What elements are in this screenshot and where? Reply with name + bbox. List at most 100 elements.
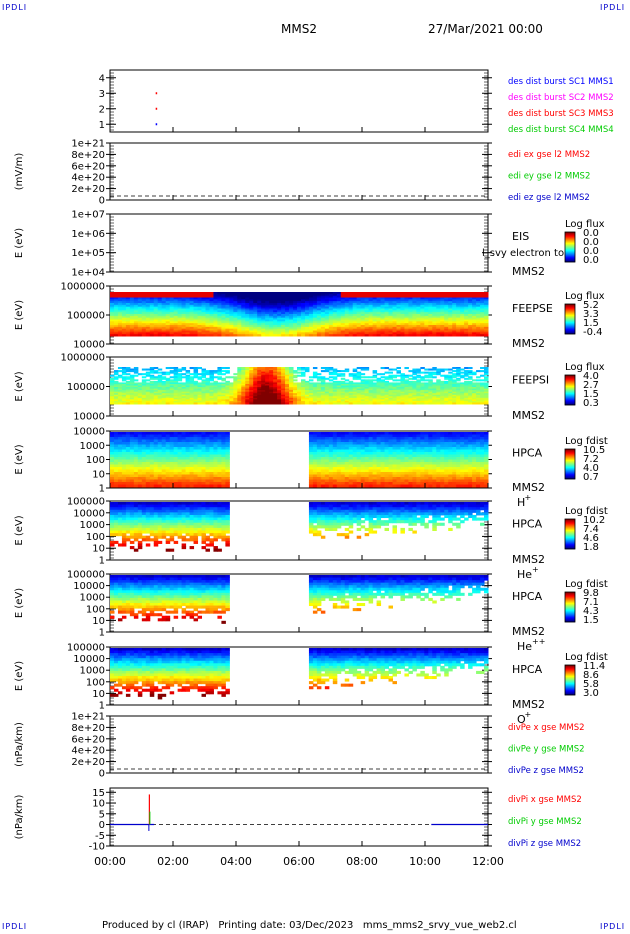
heat-cell	[129, 295, 135, 298]
heat-cell	[213, 299, 218, 302]
heat-cell	[121, 449, 127, 453]
heat-cell	[293, 314, 298, 317]
heat-cell	[269, 299, 274, 302]
heat-cell	[404, 314, 409, 317]
heat-cell	[233, 326, 238, 330]
heat-cell	[464, 393, 469, 396]
heat-cell	[404, 301, 409, 304]
heat-cell	[189, 332, 195, 335]
heat-cell	[316, 317, 322, 320]
heat-cell	[316, 328, 322, 331]
heat-cell	[336, 312, 342, 315]
heat-cell	[316, 323, 322, 326]
heat-cell	[336, 390, 342, 393]
heat-cell	[352, 299, 358, 302]
heat-cell	[117, 383, 123, 386]
heat-cell	[205, 297, 210, 300]
heat-cell	[181, 314, 187, 317]
heat-cell	[221, 325, 226, 328]
heat-cell	[388, 312, 394, 315]
heat-cell	[125, 332, 131, 335]
heat-cell	[356, 376, 362, 379]
heat-cell	[161, 303, 167, 306]
heat-cell	[233, 323, 238, 326]
heat-cell	[133, 374, 139, 377]
heat-cell	[364, 391, 370, 394]
heat-cell	[149, 397, 155, 400]
heat-cell	[213, 315, 218, 319]
heat-cell	[121, 482, 127, 485]
heat-cell	[221, 315, 226, 319]
colorbar-4	[564, 374, 576, 406]
heat-cell	[476, 330, 481, 333]
heat-cell	[472, 332, 477, 335]
heat-cell	[312, 399, 318, 402]
heat-cell	[324, 323, 330, 326]
heat-cell	[221, 328, 226, 331]
heat-cell	[193, 304, 199, 308]
heat-cell	[476, 303, 481, 306]
heat-cell	[344, 304, 350, 308]
heat-cell	[277, 383, 282, 386]
heat-cell	[125, 310, 131, 313]
heat-cell	[137, 439, 143, 443]
heat-cell	[440, 388, 445, 391]
heat-cell	[189, 301, 195, 304]
heat-cell	[153, 295, 159, 298]
heat-cell	[468, 380, 473, 383]
heat-cell	[456, 301, 461, 304]
heat-cell	[133, 397, 139, 400]
heat-cell	[125, 373, 131, 376]
heat-cell	[364, 383, 370, 386]
heat-cell	[332, 396, 338, 399]
heat-cell	[113, 397, 119, 400]
heat-cell	[205, 383, 210, 386]
heat-cell	[312, 323, 318, 326]
heat-cell	[265, 391, 270, 394]
heat-cell	[245, 368, 250, 371]
heat-cell	[476, 402, 481, 405]
heat-cell	[285, 399, 290, 402]
heat-cell	[312, 374, 318, 377]
heat-cell	[424, 390, 429, 393]
heat-cell	[277, 299, 282, 302]
heat-cell	[217, 306, 222, 309]
heat-cell	[269, 367, 274, 370]
heat-cell	[440, 385, 445, 388]
heat-cell	[368, 393, 374, 396]
heat-cell	[177, 399, 183, 402]
heat-cell	[173, 390, 179, 393]
heat-cell	[225, 332, 230, 335]
heat-cell	[213, 399, 218, 402]
heat-cell	[245, 310, 250, 313]
heat-cell	[197, 312, 203, 315]
heat-cell	[133, 330, 139, 333]
heat-cell	[225, 310, 230, 313]
heat-cell	[432, 328, 437, 331]
heat-cell	[241, 367, 246, 370]
heat-cell	[464, 394, 469, 397]
heat-cell	[261, 328, 266, 331]
heat-cell	[336, 293, 342, 297]
heat-cell	[137, 387, 143, 390]
heat-cell	[356, 326, 362, 330]
heat-cell	[404, 382, 409, 385]
heat-cell	[201, 376, 206, 379]
heat-cell	[149, 299, 155, 302]
heat-cell	[344, 402, 350, 405]
heat-cell	[277, 382, 282, 385]
heat-cell	[300, 325, 306, 328]
heat-cell	[312, 293, 318, 297]
heat-cell	[392, 293, 397, 297]
heat-cell	[332, 312, 338, 315]
heat-cell	[185, 332, 191, 335]
heat-cell	[376, 308, 382, 311]
heat-cell	[444, 319, 449, 322]
heat-cell	[396, 332, 401, 335]
heat-cell	[320, 293, 326, 297]
heat-cell	[324, 310, 330, 313]
heat-cell	[265, 396, 270, 399]
heat-cell	[420, 399, 425, 402]
heat-cell	[217, 328, 222, 331]
heat-cell	[237, 370, 242, 373]
